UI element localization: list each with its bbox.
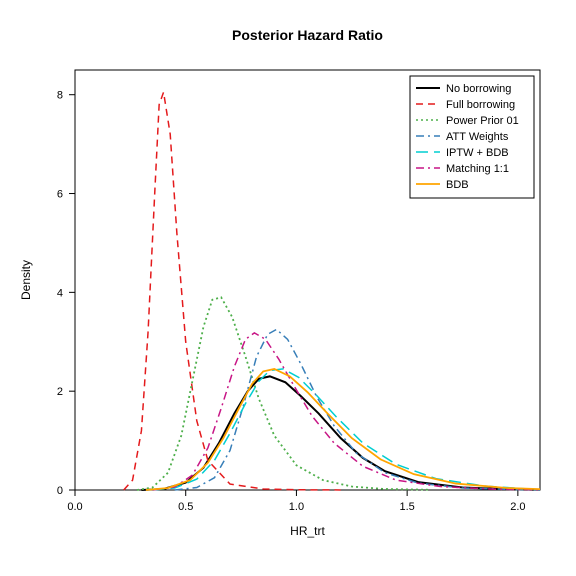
series-line: [153, 369, 541, 490]
legend-label: ATT Weights: [446, 131, 509, 143]
series-line: [175, 329, 540, 490]
chart-container: 0.0 0.5 1.0 1.5 2.0 0 2 4 6 8 HR_trt Density Posteri…: [0, 0, 576, 576]
chart-title: Posterior Hazard Ratio: [232, 27, 383, 43]
x-tick-label: 2.0: [510, 501, 525, 513]
legend-label: Power Prior 01: [446, 115, 519, 127]
x-axis-title: HR_trt: [290, 524, 325, 538]
x-tick-label: 0.0: [67, 501, 82, 513]
density-chart: 0.0 0.5 1.0 1.5 2.0 0 2 4 6 8 HR_trt Density Posteri…: [0, 0, 576, 576]
legend-label: Matching 1:1: [446, 163, 509, 175]
series-line: [124, 92, 341, 490]
legend-label: Full borrowing: [446, 99, 515, 111]
y-tick-label: 0: [57, 485, 63, 497]
series-line: [146, 369, 540, 490]
legend-label: IPTW + BDB: [446, 147, 509, 159]
x-tick-label: 1.0: [289, 501, 304, 513]
y-tick-label: 4: [57, 287, 63, 299]
series-line: [153, 333, 541, 490]
y-axis-title: Density: [19, 260, 33, 300]
legend-label: No borrowing: [446, 83, 511, 95]
legend-label: BDB: [446, 179, 469, 191]
y-tick-label: 2: [57, 386, 63, 398]
x-tick-label: 1.5: [399, 501, 414, 513]
x-tick-label: 0.5: [178, 501, 193, 513]
y-tick-label: 8: [57, 90, 63, 102]
y-tick-label: 6: [57, 189, 63, 201]
